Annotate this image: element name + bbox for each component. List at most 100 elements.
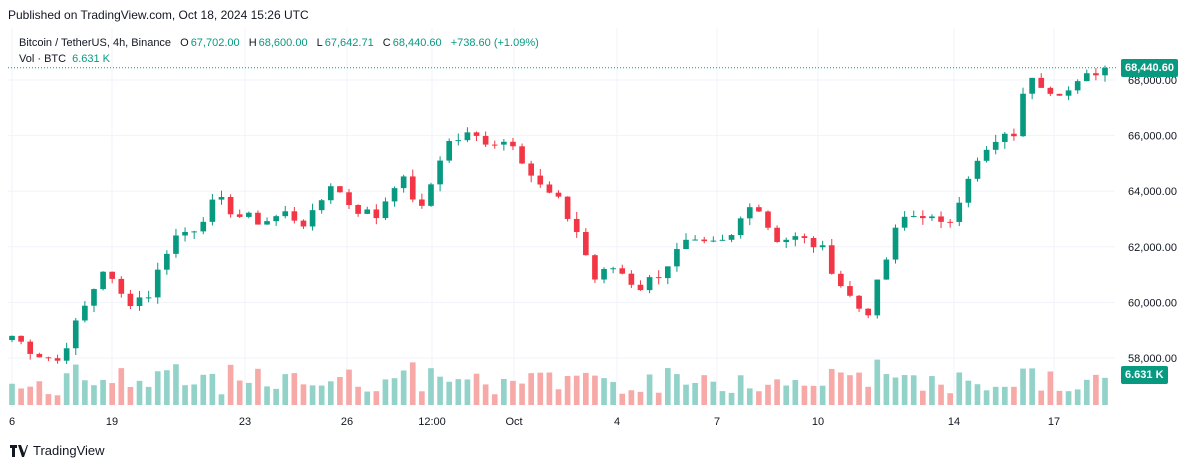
candle-body — [737, 218, 744, 236]
volume-value: 6.631 K — [72, 53, 110, 65]
candle-body — [200, 221, 207, 232]
candle-body — [437, 160, 443, 185]
candle-body — [18, 335, 24, 342]
volume-bar — [674, 374, 680, 405]
candle-body — [920, 216, 926, 219]
candle-body — [255, 212, 261, 225]
volume-bar — [583, 372, 589, 405]
volume-bar — [45, 394, 52, 405]
ohlc-row: Bitcoin / TetherUS, 4h, Binance O 67,702.… — [19, 35, 545, 51]
volume-bar — [1047, 371, 1054, 405]
candle-body — [300, 220, 307, 227]
volume-bar — [291, 373, 298, 405]
candle-body — [1074, 81, 1081, 91]
time-axis-label: 12:00 — [418, 416, 446, 428]
footer: TradingView — [10, 443, 105, 458]
volume-bar — [1074, 389, 1081, 405]
volume-bar — [801, 385, 808, 405]
volume-bar — [91, 385, 97, 405]
candle-body — [127, 293, 134, 307]
volume-bar — [209, 373, 216, 405]
volume-bar — [573, 375, 580, 405]
candle-body — [947, 221, 953, 223]
candle-body — [1093, 73, 1099, 76]
volume-bar — [173, 364, 179, 405]
candle-body — [838, 273, 844, 287]
candle-body — [573, 218, 580, 233]
volume-bar — [628, 390, 635, 405]
candle-body — [446, 140, 453, 161]
volume-bar — [637, 391, 644, 405]
candle-body — [792, 236, 799, 240]
volume-bar — [929, 376, 935, 405]
candle-body — [801, 236, 808, 238]
volume-bar — [510, 380, 516, 405]
candle-body — [428, 184, 434, 206]
volume-bar — [54, 395, 61, 405]
candle-body — [719, 239, 726, 241]
volume-bar — [428, 368, 434, 405]
candle-body — [974, 160, 981, 179]
candle-body — [692, 239, 698, 241]
volume-bar — [1011, 386, 1017, 405]
volume-bar — [819, 385, 826, 405]
candle-body — [537, 175, 544, 185]
candle-body — [182, 231, 188, 236]
candle-body — [546, 184, 553, 193]
candle-body — [337, 186, 343, 193]
candle-body — [956, 202, 963, 222]
candle-body — [847, 286, 853, 296]
candle-body — [701, 239, 708, 242]
candle-body — [100, 271, 106, 290]
volume-bar — [72, 364, 79, 405]
candle-body — [227, 196, 234, 215]
candle-body — [45, 357, 52, 359]
volume-bar — [118, 368, 125, 405]
volume-bar — [838, 372, 844, 405]
candle-body — [1001, 133, 1008, 142]
candle-body — [555, 192, 562, 197]
candle-body — [874, 279, 881, 316]
volume-bar — [737, 375, 744, 405]
volume-bar — [364, 391, 371, 405]
candle-body — [655, 277, 662, 279]
candle-body — [191, 231, 197, 233]
candle-body — [910, 216, 917, 218]
candle-body — [892, 227, 899, 260]
volume-bar — [36, 381, 43, 405]
close-value: 68,440.60 — [392, 37, 442, 49]
volume-bar — [865, 386, 872, 405]
candle-body — [136, 297, 143, 307]
volume-bar — [9, 383, 15, 405]
candle-body — [783, 239, 790, 243]
tradingview-logo-icon — [10, 444, 28, 457]
candle-body — [528, 163, 534, 176]
candle-body — [36, 353, 43, 358]
volume-bar — [136, 380, 143, 405]
volume-bar — [592, 375, 598, 405]
candle-body — [819, 245, 826, 248]
volume-bar — [783, 385, 790, 405]
candle-body — [382, 201, 389, 219]
chart-legend: Bitcoin / TetherUS, 4h, Binance O 67,702.… — [19, 35, 545, 67]
candle-body — [664, 266, 671, 279]
candle-body — [327, 186, 334, 201]
volume-bar — [446, 381, 453, 405]
candle-body — [619, 268, 626, 274]
volume-bar — [264, 386, 270, 405]
volume-bar — [610, 382, 616, 405]
candle-body — [637, 284, 644, 291]
volume-bar — [701, 375, 708, 405]
candle-body — [610, 268, 616, 270]
candle-body — [409, 176, 416, 200]
volume-bar — [273, 388, 279, 405]
close-label: C — [382, 37, 391, 49]
candle-body — [109, 271, 116, 279]
volume-bar — [391, 378, 398, 405]
candle-body — [209, 199, 216, 222]
volume-bar — [400, 370, 407, 405]
volume-bar — [810, 385, 817, 405]
volume-bar — [619, 393, 626, 405]
candle-body — [1047, 87, 1054, 94]
